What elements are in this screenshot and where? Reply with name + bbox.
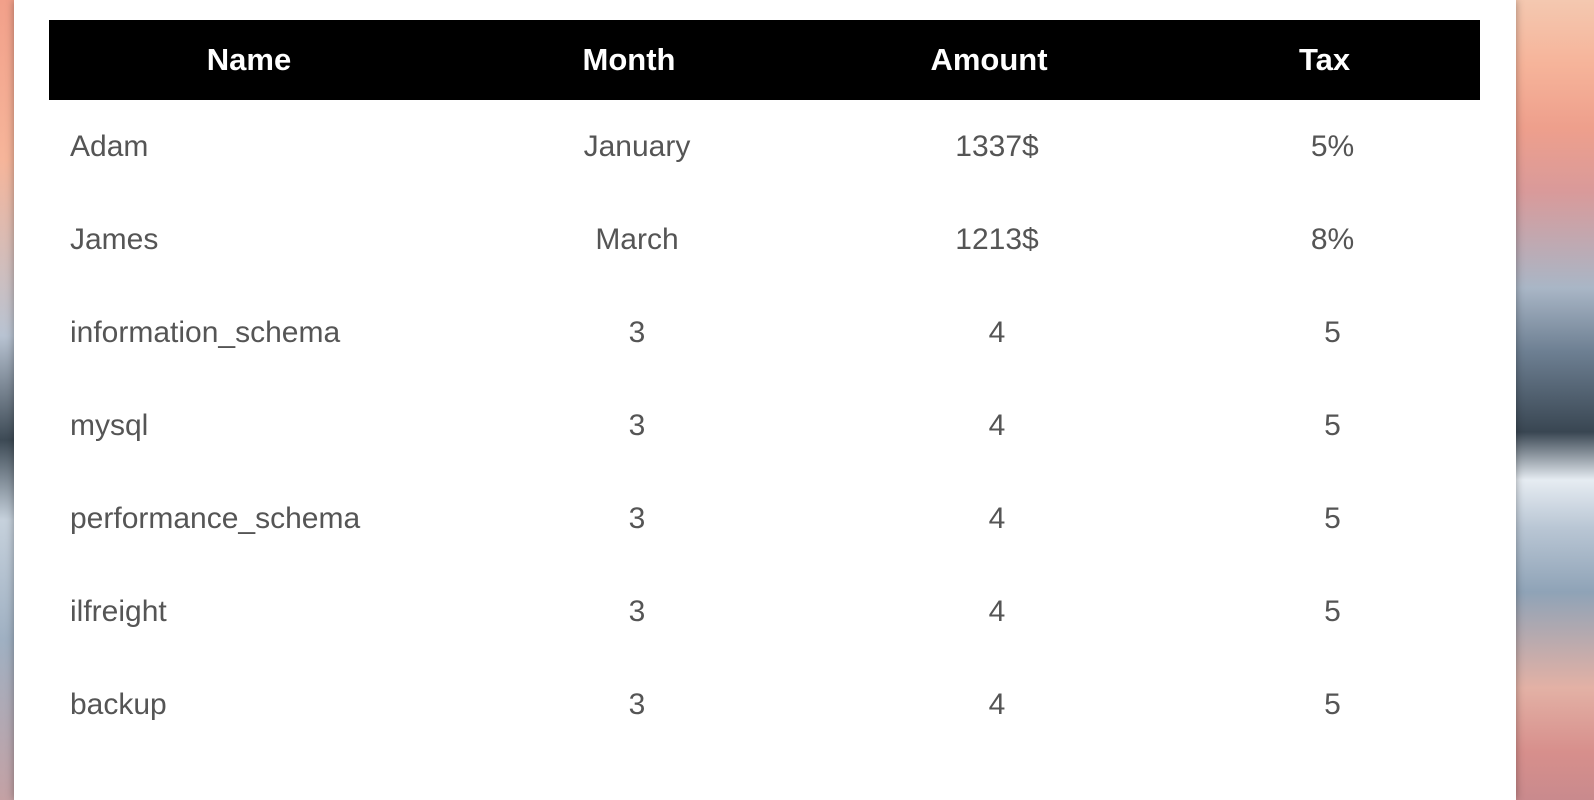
cell-tax: 5: [1324, 408, 1341, 442]
cell-month: January: [583, 129, 691, 163]
cell-amount: 4: [988, 408, 1006, 442]
cell-amount: 4: [988, 315, 1006, 349]
cell-tax: 5: [1324, 594, 1341, 628]
table-row: Adam January 1337$ 5%: [49, 100, 1480, 193]
cell-month: 3: [628, 408, 646, 442]
cell-name: ilfreight: [70, 594, 167, 628]
header-tax: Tax: [1298, 42, 1351, 77]
cell-tax: 8%: [1310, 222, 1355, 256]
table-row: information_schema 3 4 5: [49, 286, 1480, 379]
table-row: James March 1213$ 8%: [49, 193, 1480, 286]
table-row: mysql 3 4 5: [49, 379, 1480, 472]
cell-tax: 5: [1324, 315, 1341, 349]
header-row: Name Month Amount Tax: [49, 20, 1480, 100]
cell-month: March: [595, 222, 679, 256]
cell-amount: 1337$: [955, 129, 1039, 163]
cell-name: backup: [70, 687, 167, 721]
cell-month: 3: [628, 315, 646, 349]
cell-amount: 4: [988, 594, 1006, 628]
table-header: Name Month Amount Tax: [49, 20, 1480, 100]
cell-amount: 4: [988, 501, 1006, 535]
cell-tax: 5: [1324, 501, 1341, 535]
content-panel: Name Month Amount Tax Adam January 1337$…: [14, 0, 1516, 800]
cell-name: information_schema: [70, 315, 341, 349]
cell-tax: 5%: [1310, 129, 1355, 163]
background-left-strip: [0, 0, 16, 800]
cell-month: 3: [628, 501, 646, 535]
header-month: Month: [582, 42, 676, 77]
cell-name: mysql: [70, 408, 149, 442]
cell-name: James: [70, 222, 159, 256]
header-amount: Amount: [930, 42, 1048, 77]
table-row: performance_schema 3 4 5: [49, 472, 1480, 565]
table-row: ilfreight 3 4 5: [49, 565, 1480, 658]
table-row: backup 3 4 5: [49, 658, 1480, 751]
cell-amount: 4: [988, 687, 1006, 721]
cell-amount: 1213$: [955, 222, 1039, 256]
table-body: Adam January 1337$ 5% James March 1213$ …: [49, 100, 1480, 751]
cell-name: Adam: [70, 129, 149, 163]
cell-month: 3: [628, 594, 646, 628]
cell-name: performance_schema: [70, 501, 361, 535]
cell-month: 3: [628, 687, 646, 721]
header-name: Name: [206, 42, 292, 77]
data-table: Name Month Amount Tax Adam January 1337$…: [49, 20, 1480, 751]
cell-tax: 5: [1324, 687, 1341, 721]
